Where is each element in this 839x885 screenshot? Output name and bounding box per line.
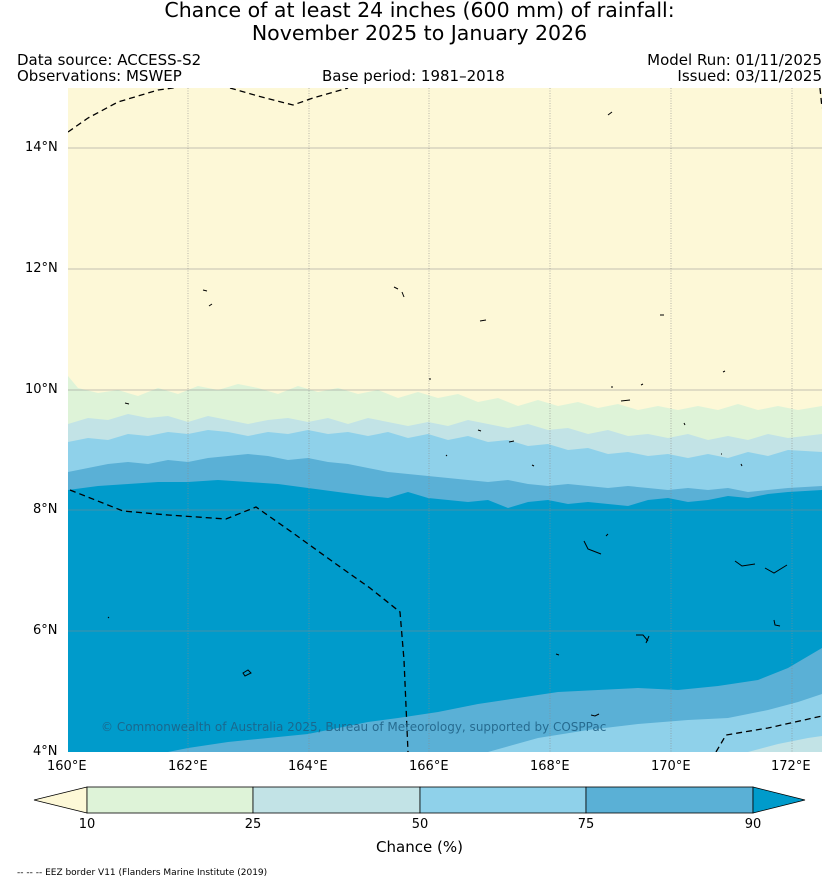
observations-label: Observations: MSWEP — [17, 67, 182, 85]
graticule — [68, 88, 822, 752]
eez-note: -- -- -- EEZ border V11 (Flanders Marine… — [17, 868, 268, 878]
rainfall-map: © Commonwealth of Australia 2025, Bureau… — [68, 88, 822, 752]
colorbar-50-75 — [419, 786, 587, 814]
lon-label-168e: 168°E — [530, 759, 570, 774]
colorbar-tick-25: 25 — [244, 817, 262, 832]
base-period-label: Base period: 1981–2018 — [322, 67, 505, 85]
lon-label-172e: 172°E — [771, 759, 811, 774]
data-source-label: Data source: ACCESS-S2 — [17, 51, 202, 69]
colorbar-lt10 — [33, 786, 88, 814]
colorbar-10-25 — [86, 786, 254, 814]
lat-label-8n: 8°N — [33, 502, 58, 517]
lat-label-10n: 10°N — [25, 382, 58, 397]
chart-title-line1: Chance of at least 24 inches (600 mm) of… — [164, 0, 675, 22]
band-25-50-south — [748, 736, 822, 752]
lon-label-170e: 170°E — [651, 759, 691, 774]
islands — [107, 111, 788, 717]
colorbar-gt90 — [752, 786, 806, 814]
model-run-label: Model Run: 01/11/2025 — [647, 51, 822, 69]
colorbar-tick-50: 50 — [411, 817, 429, 832]
colorbar-tick-10: 10 — [78, 817, 96, 832]
copyright-notice: © Commonwealth of Australia 2025, Bureau… — [101, 720, 606, 734]
chart-title-line2: November 2025 to January 2026 — [251, 21, 588, 45]
colorbar-label: Chance (%) — [376, 838, 463, 856]
colorbar — [33, 786, 806, 814]
lon-label-160e: 160°E — [47, 759, 87, 774]
lon-label-166e: 166°E — [409, 759, 449, 774]
band-50-75-south — [488, 694, 822, 752]
band-gt90 — [68, 480, 822, 752]
lat-label-4n: 4°N — [33, 744, 58, 759]
issued-label: Issued: 03/11/2025 — [677, 67, 822, 85]
colorbar-75-90 — [585, 786, 754, 814]
lat-label-14n: 14°N — [25, 140, 58, 155]
lon-label-162e: 162°E — [168, 759, 208, 774]
colorbar-tick-75: 75 — [577, 817, 595, 832]
lat-label-6n: 6°N — [33, 623, 58, 638]
colorbar-tick-90: 90 — [744, 817, 762, 832]
colorbar-25-50 — [252, 786, 421, 814]
lat-label-12n: 12°N — [25, 261, 58, 276]
lon-label-164e: 164°E — [288, 759, 328, 774]
eez-border — [68, 88, 822, 752]
